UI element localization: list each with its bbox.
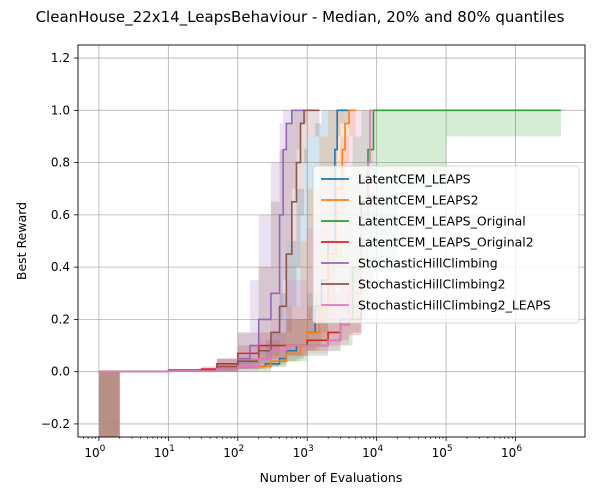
quantile-band	[98, 110, 308, 372]
y-tick-label: 0.6	[51, 208, 70, 222]
quantile-band	[98, 110, 320, 372]
initial-block	[98, 371, 120, 437]
y-tick-label: 1.2	[51, 51, 70, 65]
y-tick-label: 0.2	[51, 312, 70, 326]
initial-quantile-block	[98, 371, 120, 437]
y-axis-label: Best Reward	[14, 202, 29, 280]
chart-title: CleanHouse_22x14_LeapsBehaviour - Median…	[36, 8, 565, 27]
quantile-band	[98, 254, 362, 372]
legend-entry: LatentCEM_LEAPS	[358, 172, 471, 187]
legend: LatentCEM_LEAPS LatentCEM_LEAPS2 LatentCEM…	[312, 165, 580, 324]
plot-frame	[77, 44, 586, 438]
y-tick-label: 0.8	[51, 156, 70, 170]
legend-entry: StochasticHillClimbing2	[358, 277, 506, 292]
y-tick-label: 0.0	[51, 365, 70, 379]
legend-entry: StochasticHillClimbing2_LEAPS	[358, 298, 551, 313]
y-tick-label: −0.2	[41, 417, 70, 431]
legend-entry: StochasticHillClimbing	[358, 256, 498, 271]
x-axis-label: Number of Evaluations	[260, 470, 403, 485]
quantile-band	[98, 110, 356, 372]
legend-box	[312, 165, 580, 324]
y-tick-label: 0.4	[51, 260, 70, 274]
series-line	[98, 109, 320, 373]
legend-entry: LatentCEM_LEAPS2	[358, 193, 479, 208]
legend-entry: LatentCEM_LEAPS_Original	[358, 214, 526, 229]
y-tick-label: 1.0	[51, 103, 70, 117]
legend-entry: LatentCEM_LEAPS_Original2	[358, 235, 534, 250]
quantile-band	[98, 110, 374, 372]
